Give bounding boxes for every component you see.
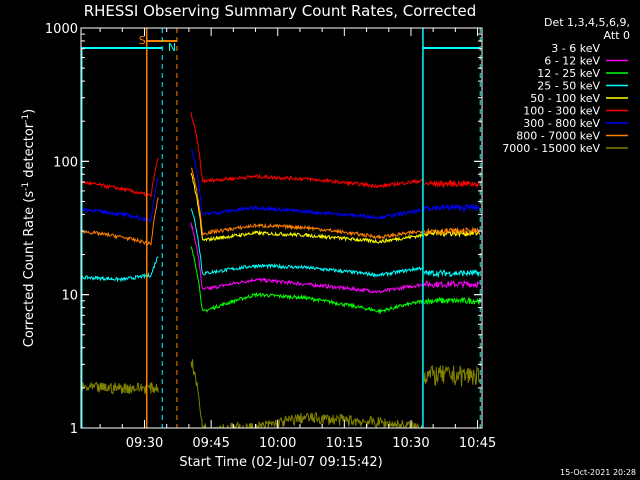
series-line-pre bbox=[81, 197, 159, 246]
chart-title: RHESSI Observing Summary Count Rates, Co… bbox=[84, 2, 477, 20]
series-line-post bbox=[190, 112, 425, 189]
x-axis: 09:30 09:45 10:00 10:15 10:30 10:45 bbox=[99, 28, 496, 451]
legend-label: 3 - 6 keV bbox=[551, 42, 600, 55]
legend-label: 7000 - 15000 keV bbox=[502, 142, 600, 155]
series-line-late bbox=[423, 269, 480, 279]
series-line-post bbox=[190, 246, 424, 315]
legend-title-line-2: Att 0 bbox=[604, 29, 630, 42]
series-line-late bbox=[423, 279, 480, 290]
series-line-post bbox=[190, 270, 424, 346]
legend-label: 6 - 12 keV bbox=[544, 55, 600, 68]
y-axis-label-main: Corrected Count Rate (s bbox=[22, 191, 37, 348]
legend-title-line-1: Det 1,3,4,5,6,9, bbox=[544, 16, 630, 29]
y-axis-label-mid: detector bbox=[22, 122, 37, 182]
legend-label: 50 - 100 keV bbox=[530, 92, 600, 105]
series-line-late bbox=[423, 203, 481, 213]
x-axis-label: Start Time (02-Jul-07 09:15:42) bbox=[179, 455, 382, 470]
y-axis-label: Corrected Count Rate (s-1 detector-1) bbox=[21, 109, 37, 347]
series-line-post bbox=[190, 172, 425, 244]
legend-label: 12 - 25 keV bbox=[537, 67, 600, 80]
y-tick-label: 1 bbox=[70, 422, 78, 437]
series-line-late bbox=[424, 179, 480, 189]
y-axis: 1 10 100 1000 bbox=[45, 22, 482, 437]
x-tick-label: 09:30 bbox=[126, 436, 163, 451]
plot-frame bbox=[80, 27, 483, 429]
series-line-late bbox=[423, 226, 481, 237]
series-line-late bbox=[423, 365, 481, 387]
legend-label: 100 - 300 keV bbox=[523, 105, 600, 118]
x-tick-label: 10:00 bbox=[259, 436, 296, 451]
y-tick-label: 100 bbox=[53, 155, 78, 170]
marker-label-n: N bbox=[168, 41, 176, 54]
legend-label: 300 - 800 keV bbox=[523, 117, 600, 130]
series-line-post bbox=[190, 359, 423, 428]
series-line-post bbox=[190, 167, 424, 240]
series-line-post bbox=[190, 148, 425, 220]
series-line-post bbox=[190, 222, 425, 294]
x-tick-label: 09:45 bbox=[192, 436, 229, 451]
y-axis-label-sup-2: -1 bbox=[21, 114, 31, 123]
y-axis-label-end: ) bbox=[22, 109, 37, 114]
y-tick-label: 10 bbox=[61, 289, 78, 304]
series-line-late bbox=[423, 296, 481, 306]
series-line-pre bbox=[81, 381, 159, 395]
series-line-late bbox=[423, 229, 481, 238]
series-line-late bbox=[424, 325, 481, 349]
footer-date: 15-Oct-2021 20:28 bbox=[560, 468, 636, 477]
plot-area: SN bbox=[81, 28, 481, 428]
y-axis-label-sup-1: -1 bbox=[21, 182, 31, 191]
x-tick-label: 10:15 bbox=[326, 436, 363, 451]
y-tick-label: 1000 bbox=[45, 22, 78, 37]
legend-label: 800 - 7000 keV bbox=[516, 130, 600, 143]
series-line-post bbox=[190, 208, 424, 279]
series-line-pre bbox=[81, 256, 159, 283]
x-tick-label: 10:30 bbox=[392, 436, 429, 451]
marker-label-s: S bbox=[139, 34, 146, 47]
series-line-pre bbox=[81, 157, 159, 199]
x-tick-label: 10:45 bbox=[459, 436, 496, 451]
series-line-pre bbox=[81, 177, 159, 223]
legend-label: 25 - 50 keV bbox=[537, 80, 600, 93]
